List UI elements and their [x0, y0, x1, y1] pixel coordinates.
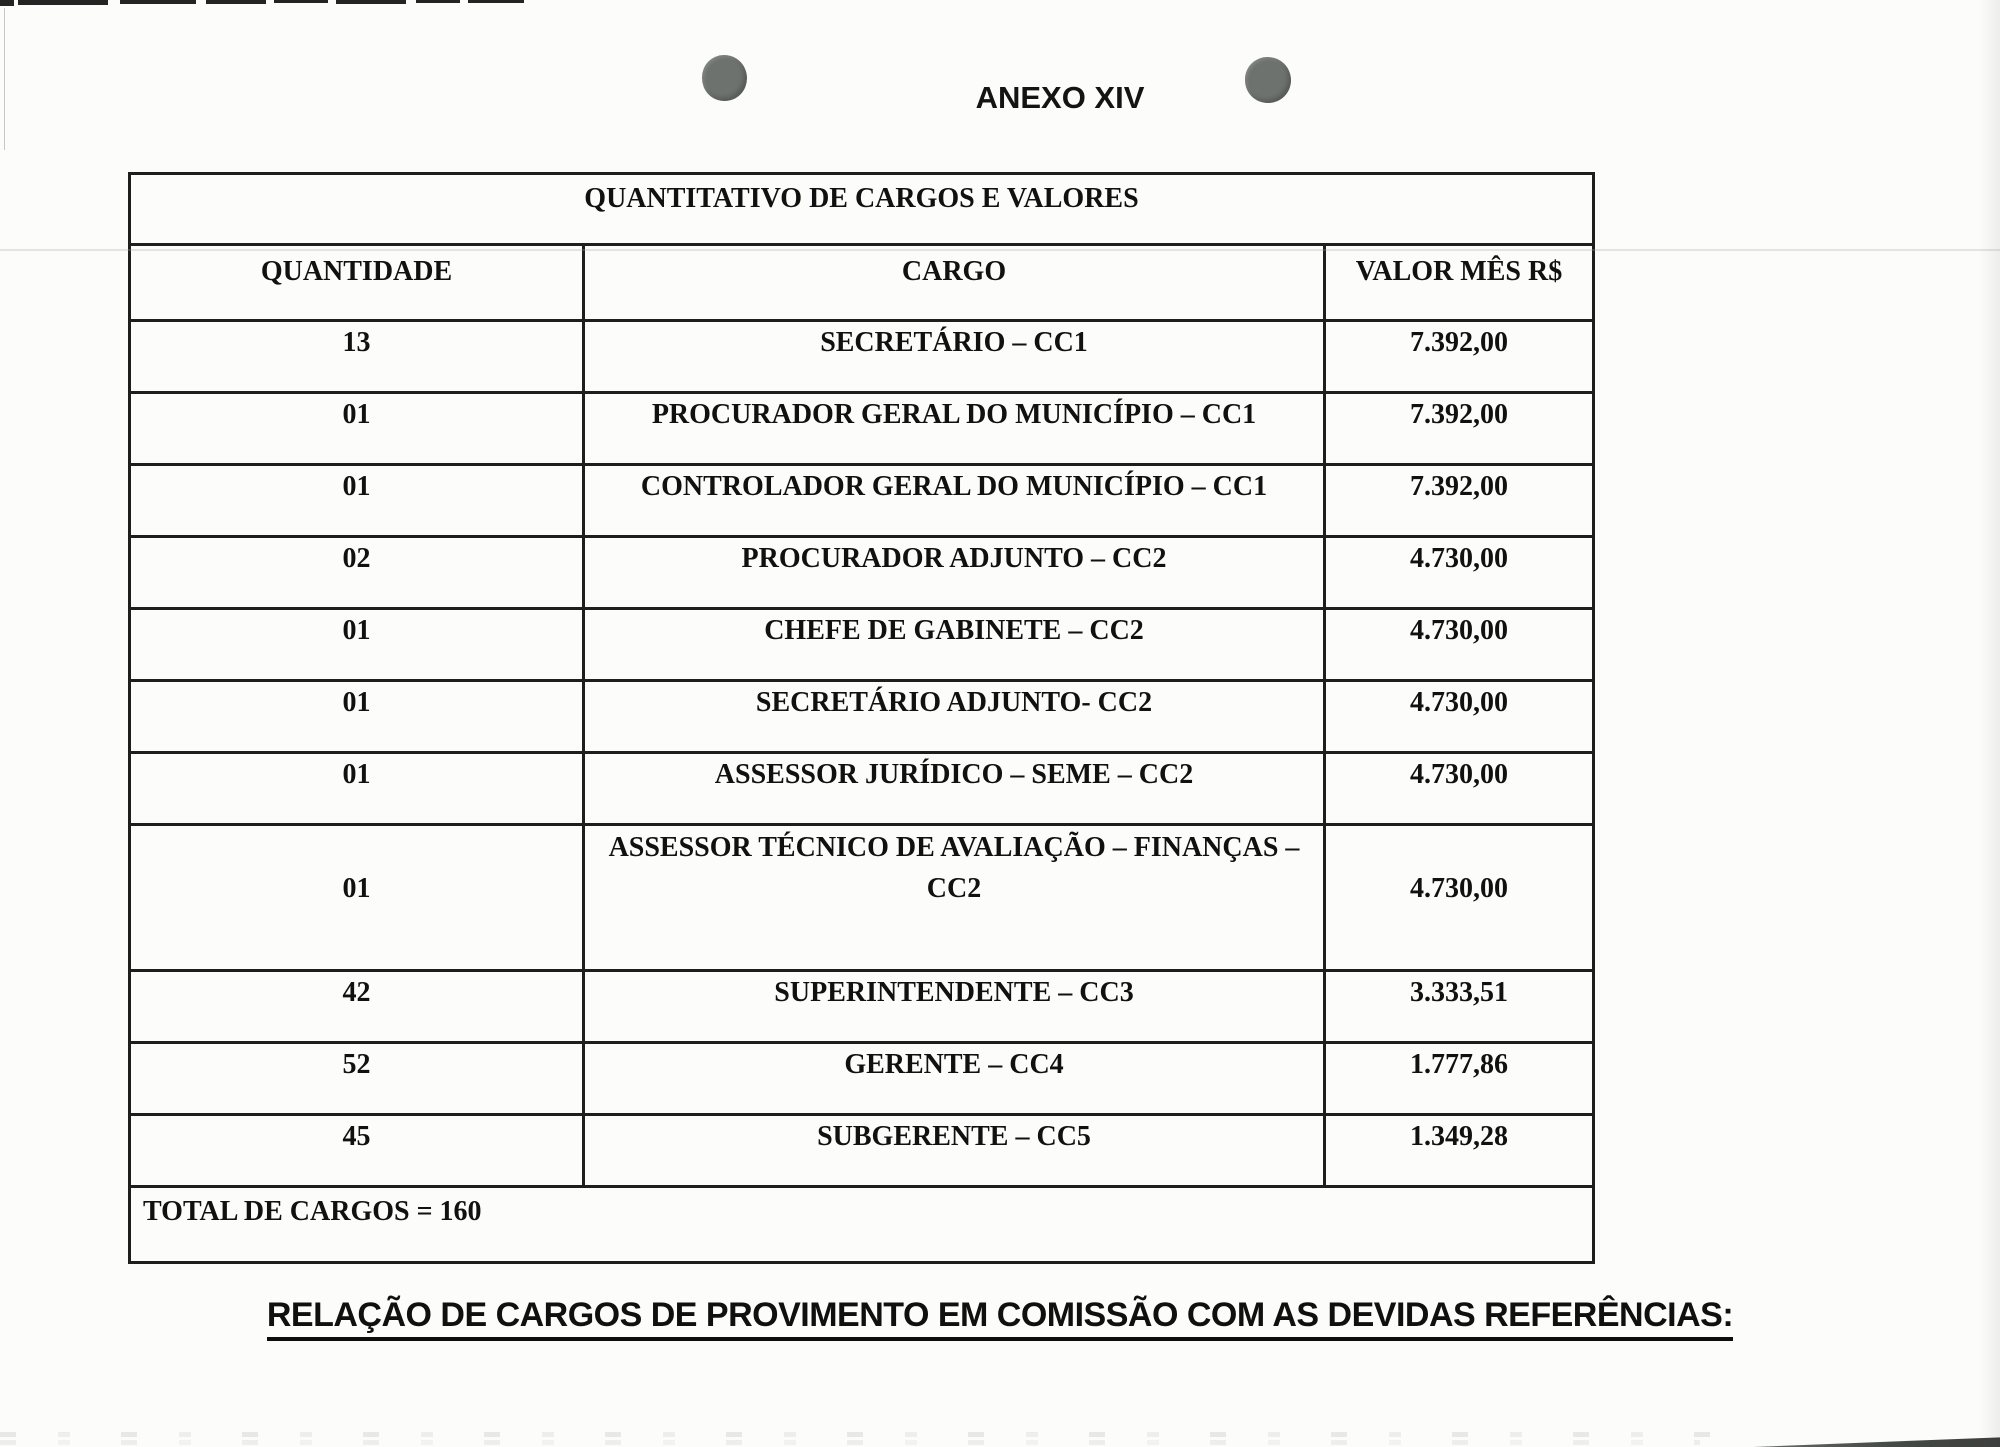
table-title-row: QUANTITATIVO DE CARGOS E VALORES: [128, 172, 1595, 246]
value-cell: 1.777,86: [1323, 1041, 1595, 1116]
scan-edge-shade: [1978, 0, 2000, 1447]
value-cell: 4.730,00: [1323, 679, 1595, 754]
table-row: 01 SECRETÁRIO ADJUNTO- CC2 4.730,00: [128, 679, 1595, 754]
cargos-valores-table: QUANTITATIVO DE CARGOS E VALORES QUANTID…: [128, 172, 1595, 1264]
value-cell: 7.392,00: [1323, 319, 1595, 394]
table-row: 01 CHEFE DE GABINETE – CC2 4.730,00: [128, 607, 1595, 682]
quantity-cell: 01: [128, 679, 585, 754]
quantity-cell: 01: [128, 823, 585, 972]
column-header-valor: VALOR MÊS R$: [1323, 243, 1595, 322]
value-cell: 4.730,00: [1323, 751, 1595, 826]
scan-artifact: [336, 0, 406, 4]
cargo-cell: SECRETÁRIO ADJUNTO- CC2: [582, 679, 1326, 754]
scan-noise-band: [0, 1432, 1750, 1437]
value-cell: 3.333,51: [1323, 969, 1595, 1044]
table-row: 01 PROCURADOR GERAL DO MUNICÍPIO – CC1 7…: [128, 391, 1595, 466]
scan-artifact: [18, 0, 108, 5]
table-row: 01 ASSESSOR JURÍDICO – SEME – CC2 4.730,…: [128, 751, 1595, 826]
footer-heading-text: RELAÇÃO DE CARGOS DE PROVIMENTO EM COMIS…: [266, 1296, 1734, 1341]
table-row: 01 ASSESSOR TÉCNICO DE AVALIAÇÃO – FINAN…: [128, 823, 1595, 972]
quantity-cell: 52: [128, 1041, 585, 1116]
column-header-quantidade: QUANTIDADE: [128, 243, 585, 322]
quantity-cell: 45: [128, 1113, 585, 1188]
column-header-cargo: CARGO: [582, 243, 1326, 322]
table-row: 45 SUBGERENTE – CC5 1.349,28: [128, 1113, 1595, 1188]
hole-punch-right: [1245, 57, 1291, 103]
hole-punch-left: [702, 55, 747, 101]
scan-line-artifact: [0, 249, 2000, 251]
quantity-cell: 01: [128, 463, 585, 538]
cargo-line-1: ASSESSOR TÉCNICO DE AVALIAÇÃO – FINANÇAS…: [608, 832, 1300, 863]
scan-noise-band: [0, 1440, 1700, 1445]
annex-title: ANEXO XIV: [975, 80, 1145, 115]
quantity-cell: 02: [128, 535, 585, 610]
scan-artifact: [416, 0, 460, 3]
scan-artifact: [206, 0, 266, 4]
cargo-cell: SECRETÁRIO – CC1: [582, 319, 1326, 394]
scan-artifact: [0, 0, 14, 6]
value-cell: 7.392,00: [1323, 463, 1595, 538]
table-row: 13 SECRETÁRIO – CC1 7.392,00: [128, 319, 1595, 394]
quantity-cell: 13: [128, 319, 585, 394]
cargo-cell: SUBGERENTE – CC5: [582, 1113, 1326, 1188]
value-cell: 7.392,00: [1323, 391, 1595, 466]
scan-artifact: [120, 0, 196, 4]
table-row: 42 SUPERINTENDENTE – CC3 3.333,51: [128, 969, 1595, 1044]
cargo-cell: PROCURADOR GERAL DO MUNICÍPIO – CC1: [582, 391, 1326, 466]
cargo-cell: CHEFE DE GABINETE – CC2: [582, 607, 1326, 682]
value-cell: 4.730,00: [1323, 535, 1595, 610]
cargo-cell: ASSESSOR TÉCNICO DE AVALIAÇÃO – FINANÇAS…: [582, 823, 1326, 972]
cargo-cell: GERENTE – CC4: [582, 1041, 1326, 1116]
cargo-cell: CONTROLADOR GERAL DO MUNICÍPIO – CC1: [582, 463, 1326, 538]
table-row: 01 CONTROLADOR GERAL DO MUNICÍPIO – CC1 …: [128, 463, 1595, 538]
scan-artifact: [468, 0, 524, 3]
scan-corner-shadow: [1742, 1436, 2000, 1447]
table-title: QUANTITATIVO DE CARGOS E VALORES: [128, 172, 1595, 246]
quantity-cell: 42: [128, 969, 585, 1044]
scan-edge-line: [4, 8, 5, 150]
total-label: TOTAL DE CARGOS = 160: [128, 1185, 1595, 1264]
table-total-row: TOTAL DE CARGOS = 160: [128, 1185, 1595, 1264]
footer-heading: RELAÇÃO DE CARGOS DE PROVIMENTO EM COMIS…: [0, 1296, 2000, 1341]
value-cell: 1.349,28: [1323, 1113, 1595, 1188]
scan-artifact: [274, 0, 328, 3]
cargo-line-2: CC2: [926, 872, 982, 904]
value-cell: 4.730,00: [1323, 823, 1595, 972]
cargo-cell: ASSESSOR JURÍDICO – SEME – CC2: [582, 751, 1326, 826]
quantity-cell: 01: [128, 751, 585, 826]
table-header-row: QUANTIDADE CARGO VALOR MÊS R$: [128, 243, 1595, 322]
cargo-cell: PROCURADOR ADJUNTO – CC2: [582, 535, 1326, 610]
quantity-cell: 01: [128, 607, 585, 682]
table-row: 52 GERENTE – CC4 1.777,86: [128, 1041, 1595, 1116]
quantity-cell: 01: [128, 391, 585, 466]
table-row: 02 PROCURADOR ADJUNTO – CC2 4.730,00: [128, 535, 1595, 610]
value-cell: 4.730,00: [1323, 607, 1595, 682]
cargo-cell: SUPERINTENDENTE – CC3: [582, 969, 1326, 1044]
